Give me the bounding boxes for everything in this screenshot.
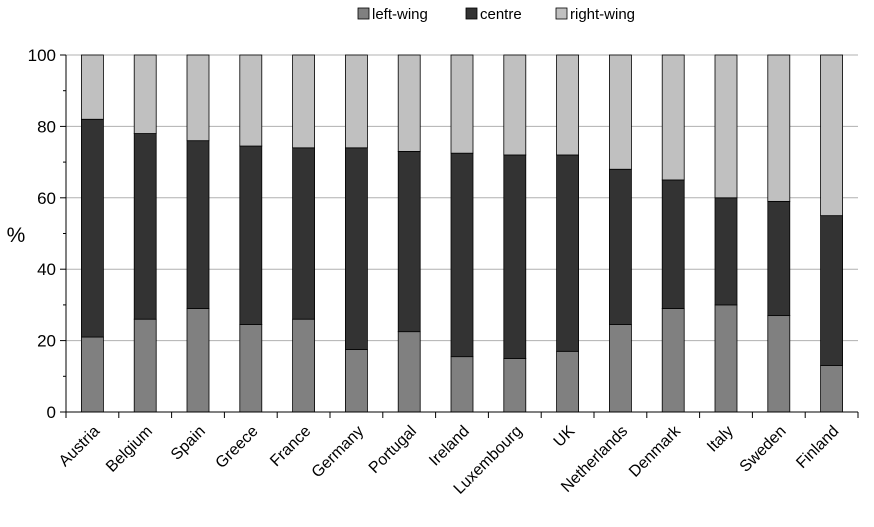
- bar-left-wing-luxembourg: [503, 358, 527, 413]
- category-label-uk: UK: [551, 423, 579, 451]
- bar-right-wing-portugal: [397, 54, 421, 152]
- bar-centre-uk: [556, 154, 579, 352]
- bar-centre-belgium: [133, 133, 157, 320]
- bar-centre-sweden: [767, 200, 791, 317]
- bar-right-wing-luxembourg: [503, 54, 527, 156]
- bar-centre-portugal: [397, 150, 421, 333]
- bars: [81, 54, 843, 413]
- y-axis-label: %: [7, 224, 26, 247]
- bar-left-wing-denmark: [661, 308, 685, 413]
- category-label-finland: Finland: [793, 423, 842, 472]
- bar-right-wing-italy: [714, 54, 738, 199]
- category-label-denmark: Denmark: [626, 422, 685, 481]
- bar-left-wing-italy: [714, 304, 738, 413]
- y-tick-label: 80: [37, 117, 56, 136]
- bar-left-wing-netherlands: [609, 324, 632, 413]
- bar-right-wing-uk: [556, 54, 579, 156]
- legend-swatch-centre: [465, 7, 478, 20]
- bar-left-wing-france: [292, 318, 316, 413]
- y-tick-label: 20: [37, 332, 56, 351]
- bar-centre-germany: [344, 147, 368, 350]
- category-label-sweden: Sweden: [737, 423, 790, 476]
- bar-right-wing-finland: [820, 54, 843, 217]
- bar-centre-luxembourg: [503, 154, 527, 359]
- bar-centre-france: [292, 147, 316, 320]
- bar-left-wing-portugal: [397, 331, 421, 413]
- legend-swatch-right-wing: [555, 7, 568, 20]
- bar-left-wing-austria: [81, 336, 104, 413]
- bar-left-wing-uk: [556, 350, 579, 413]
- legend: left-wing centre right-wing: [357, 6, 635, 23]
- bar-right-wing-netherlands: [609, 54, 632, 170]
- y-tick-label: 0: [47, 403, 56, 422]
- bar-centre-greece: [239, 145, 263, 325]
- bar-right-wing-denmark: [661, 54, 685, 181]
- bar-centre-italy: [714, 197, 738, 306]
- category-label-italy: Italy: [704, 423, 737, 456]
- legend-label-right-wing: right-wing: [570, 6, 635, 23]
- y-tick-label: 60: [37, 189, 56, 208]
- bar-left-wing-greece: [239, 324, 263, 413]
- bar-right-wing-belgium: [133, 54, 157, 134]
- y-axis-ticks: 0 20 40 60 80 100: [28, 46, 66, 422]
- bar-right-wing-sweden: [767, 54, 791, 202]
- category-label-ireland: Ireland: [426, 423, 473, 470]
- bar-right-wing-austria: [81, 54, 104, 120]
- y-tick-label: 40: [37, 260, 56, 279]
- category-label-spain: Spain: [168, 423, 209, 464]
- category-label-belgium: Belgium: [103, 423, 156, 476]
- bar-centre-ireland: [450, 152, 474, 358]
- bar-left-wing-spain: [186, 308, 210, 413]
- category-label-greece: Greece: [213, 423, 262, 472]
- x-axis-ticks: Austria Belgium Spain Greece FranceGermanyPo…: [56, 412, 859, 498]
- bar-right-wing-ireland: [450, 54, 474, 154]
- bar-left-wing-ireland: [450, 356, 474, 413]
- bar-centre-spain: [186, 140, 210, 309]
- bar-right-wing-france: [292, 54, 316, 149]
- bar-centre-finland: [820, 215, 843, 366]
- bar-right-wing-greece: [239, 54, 263, 147]
- bar-right-wing-germany: [344, 54, 368, 149]
- bar-centre-netherlands: [609, 168, 632, 325]
- legend-swatch-left-wing: [357, 7, 370, 20]
- bar-left-wing-finland: [820, 365, 843, 413]
- legend-label-centre: centre: [480, 6, 522, 23]
- bar-right-wing-spain: [186, 54, 210, 142]
- category-label-austria: Austria: [56, 423, 103, 470]
- bar-left-wing-sweden: [767, 315, 791, 413]
- category-label-france: France: [267, 423, 314, 470]
- bar-left-wing-germany: [344, 349, 368, 413]
- bar-centre-denmark: [661, 179, 685, 309]
- y-tick-label: 100: [28, 46, 56, 65]
- bar-centre-austria: [81, 118, 104, 338]
- bar-left-wing-belgium: [133, 318, 157, 413]
- category-label-germany: Germany: [309, 423, 368, 482]
- category-label-portugal: Portugal: [366, 423, 420, 477]
- legend-label-left-wing: left-wing: [372, 6, 428, 23]
